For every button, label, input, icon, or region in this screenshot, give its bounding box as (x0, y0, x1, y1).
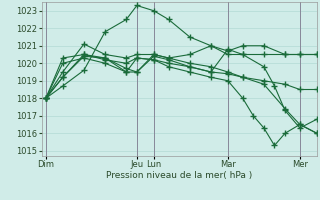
X-axis label: Pression niveau de la mer( hPa ): Pression niveau de la mer( hPa ) (106, 171, 252, 180)
